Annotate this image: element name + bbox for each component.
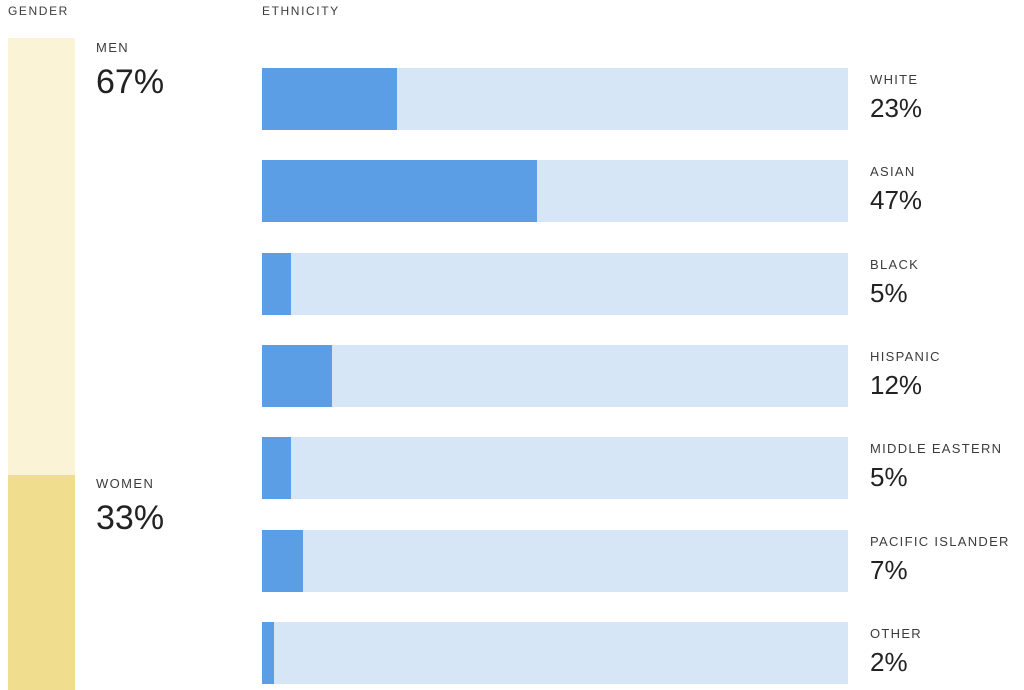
bar-track: [262, 253, 848, 315]
ethnicity-label-block: MIDDLE EASTERN 5%: [870, 441, 1002, 493]
ethnicity-label-block: HISPANIC 12%: [870, 349, 941, 401]
men-label: MEN: [96, 40, 130, 55]
ethnicity-label-block: OTHER 2%: [870, 626, 922, 678]
men-segment: [8, 38, 75, 475]
ethnicity-row-other: OTHER 2%: [262, 622, 1024, 684]
bar-track: [262, 160, 848, 222]
percentage-value: 5%: [870, 462, 908, 492]
bar-fill: [262, 530, 304, 592]
category-label: OTHER: [870, 626, 922, 641]
ethnicity-row-black: BLACK 5%: [262, 253, 1024, 315]
men-label-block: MEN 67%: [96, 40, 164, 102]
women-segment: [8, 474, 75, 690]
bar-track: [262, 345, 848, 407]
ethnicity-row-white: WHITE 23%: [262, 68, 1024, 130]
bar-fill: [262, 160, 538, 222]
ethnicity-row-asian: ASIAN 47%: [262, 160, 1024, 222]
bar-fill: [262, 622, 274, 684]
category-label: MIDDLE EASTERN: [870, 441, 1003, 456]
category-label: PACIFIC ISLANDER: [870, 534, 1010, 549]
percentage-value: 5%: [870, 278, 908, 308]
percentage-value: 7%: [870, 555, 908, 585]
ethnicity-label-block: WHITE 23%: [870, 72, 922, 124]
ethnicity-row-hispanic: HISPANIC 12%: [262, 345, 1024, 407]
percentage-value: 12%: [870, 370, 923, 400]
women-percentage: 33%: [96, 499, 165, 537]
bar-track: [262, 68, 848, 130]
ethnicity-row-pacific-islander: PACIFIC ISLANDER 7%: [262, 530, 1024, 592]
bar-track: [262, 622, 848, 684]
bar-fill: [262, 437, 292, 499]
percentage-value: 2%: [870, 647, 908, 677]
gender-stacked-bar: [8, 38, 75, 690]
ethnicity-label-block: PACIFIC ISLANDER 7%: [870, 534, 1010, 586]
ethnicity-label-block: ASIAN 47%: [870, 164, 922, 216]
percentage-value: 23%: [870, 93, 923, 123]
bar-track: [262, 437, 848, 499]
bar-fill: [262, 345, 333, 407]
women-label: WOMEN: [96, 476, 155, 491]
category-label: BLACK: [870, 257, 920, 272]
ethnicity-label-block: BLACK 5%: [870, 257, 919, 309]
percentage-value: 47%: [870, 185, 923, 215]
gender-section-title: GENDER: [8, 4, 69, 18]
ethnicity-row-middle-eastern: MIDDLE EASTERN 5%: [262, 437, 1024, 499]
category-label: WHITE: [870, 72, 919, 87]
bar-fill: [262, 68, 397, 130]
bar-fill: [262, 253, 292, 315]
women-label-block: WOMEN 33%: [96, 476, 164, 538]
men-percentage: 67%: [96, 63, 165, 101]
ethnicity-section-title: ETHNICITY: [262, 4, 340, 18]
category-label: HISPANIC: [870, 349, 941, 364]
bar-track: [262, 530, 848, 592]
category-label: ASIAN: [870, 164, 916, 179]
